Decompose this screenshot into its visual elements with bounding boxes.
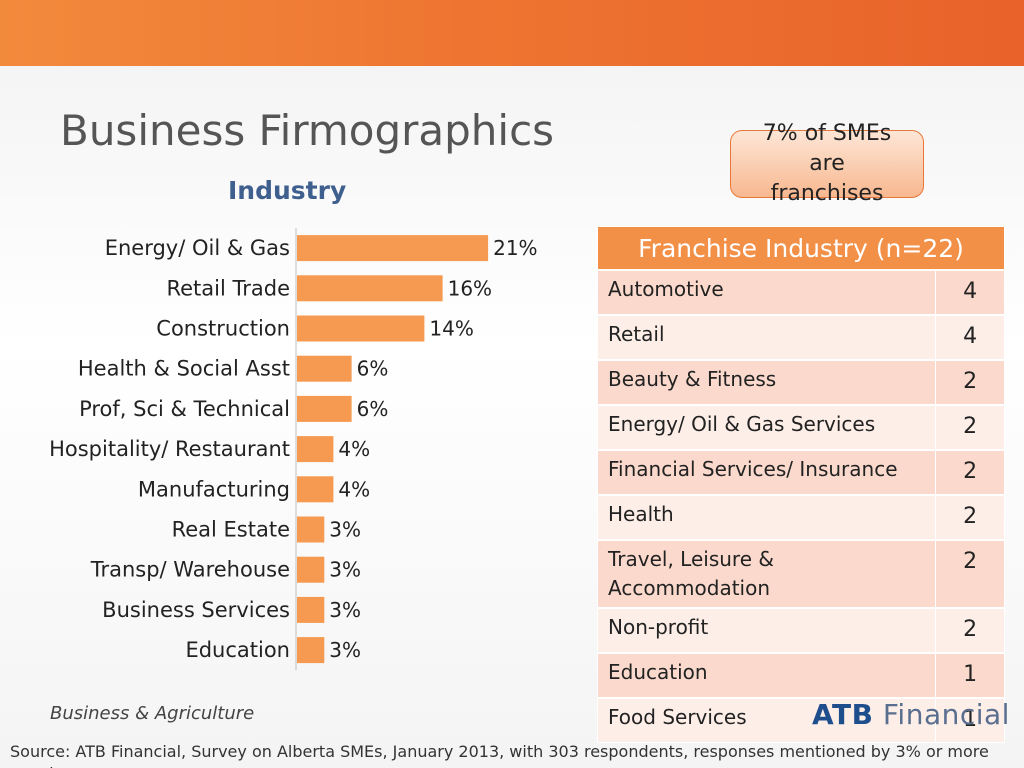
page-title: Business Firmographics (60, 106, 555, 155)
bar (297, 637, 325, 664)
table-row: Education 1 (596, 652, 1005, 699)
data-label: 21% (493, 236, 537, 260)
category-tick-label: Health & Social Asst (78, 357, 290, 381)
bar (297, 395, 352, 422)
data-label: 3% (329, 558, 361, 582)
count-cell: 4 (935, 314, 1005, 361)
industry-cell: Education (596, 652, 937, 699)
footer-label: Business & Agriculture (50, 703, 255, 724)
count-cell: 2 (935, 359, 1005, 406)
industry-cell: Travel, Leisure & Accommodation (596, 539, 937, 609)
data-label: 3% (329, 518, 361, 542)
category-tick-label: Transp/ Warehouse (90, 558, 290, 582)
data-label: 14% (429, 317, 473, 341)
count-cell: 2 (935, 449, 1005, 496)
count-cell: 2 (935, 404, 1005, 451)
data-label: 16% (448, 276, 492, 300)
bar (297, 516, 325, 543)
logo-part-1: ATB (812, 698, 874, 731)
bar (297, 556, 325, 583)
table-row: Travel, Leisure & Accommodation 2 (596, 539, 1005, 609)
count-cell: 1 (935, 652, 1005, 699)
data-label: 3% (329, 598, 361, 622)
table-row: Food Services 1 (596, 697, 1005, 743)
franchise-table-title: Franchise Industry (n=22) (597, 226, 1005, 271)
category-tick-label: Retail Trade (166, 276, 290, 300)
industry-cell: Beauty & Fitness (596, 359, 937, 406)
atb-financial-logo: ATB Financial (812, 698, 1010, 731)
data-label: 4% (338, 437, 370, 461)
bar (297, 315, 425, 342)
category-tick-label: Education (185, 638, 290, 662)
count-cell: 4 (935, 269, 1005, 316)
category-tick-label: Business Services (102, 598, 290, 622)
industry-cell: Energy/ Oil & Gas Services (596, 404, 937, 451)
count-cell: 2 (935, 539, 1005, 609)
count-cell: 1 (935, 697, 1005, 743)
header-banner (0, 0, 1024, 66)
industry-cell: Non-profit (596, 607, 937, 654)
industry-cell: Retail (596, 314, 937, 361)
logo-part-2: Financial (882, 698, 1010, 731)
bar (297, 476, 334, 503)
bar (297, 436, 334, 463)
data-label: 6% (357, 397, 389, 421)
data-label: 4% (338, 477, 370, 501)
industry-cell: Automotive (596, 269, 937, 316)
count-cell: 2 (935, 607, 1005, 654)
franchise-industry-table: Franchise Industry (n=22) Automotive 4 R… (596, 226, 1005, 743)
category-tick-label: Energy/ Oil & Gas (105, 236, 290, 260)
industry-cell: Food Services (596, 697, 937, 743)
bar (297, 275, 443, 302)
franchise-callout: 7% of SMEs are franchises (730, 121, 924, 206)
table-row: Financial Services/ Insurance 2 (596, 449, 1005, 496)
data-label: 3% (329, 638, 361, 662)
data-label: 6% (357, 357, 389, 381)
category-tick-label: Real Estate (172, 518, 290, 542)
count-cell: 2 (935, 494, 1005, 541)
industry-cell: Financial Services/ Insurance (596, 449, 937, 496)
category-tick-label: Construction (156, 317, 290, 341)
category-tick-label: Prof, Sci & Technical (79, 397, 290, 421)
table-row: Energy/ Oil & Gas Services 2 (596, 404, 1005, 451)
chart-title: Industry (228, 176, 347, 205)
bar (297, 596, 325, 623)
table-row: Non-profit 2 (596, 607, 1005, 654)
industry-bar-chart: Energy/ Oil & Gas 21% Retail Trade 16% Const… (49, 228, 538, 671)
category-tick-label: Manufacturing (138, 477, 290, 501)
table-row: Health 2 (596, 494, 1005, 541)
industry-cell: Health (596, 494, 937, 541)
franchise-callout-text: 7% of SMEs are franchises (762, 121, 892, 206)
table-row: Retail 4 (596, 314, 1005, 361)
category-tick-label: Hospitality/ Restaurant (49, 437, 290, 461)
bar (297, 235, 489, 262)
bar (297, 355, 352, 382)
source-note: Source: ATB Financial, Survey on Alberta… (10, 742, 989, 768)
table-row: Beauty & Fitness 2 (596, 359, 1005, 406)
table-row: Automotive 4 (596, 269, 1005, 316)
